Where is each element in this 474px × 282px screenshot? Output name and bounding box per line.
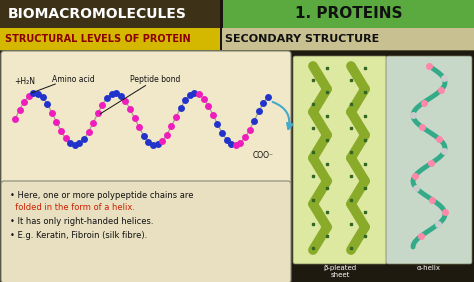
Text: SECONDARY STRUCTURE: SECONDARY STRUCTURE <box>225 34 379 44</box>
Text: Amino acid: Amino acid <box>52 74 95 83</box>
FancyBboxPatch shape <box>0 0 220 28</box>
Text: β-pleated
sheet: β-pleated sheet <box>323 265 356 278</box>
Text: +H₂N: +H₂N <box>14 76 35 85</box>
Text: • Here, one or more polypeptide chains are: • Here, one or more polypeptide chains a… <box>10 191 193 201</box>
Text: Peptide bond: Peptide bond <box>130 74 181 83</box>
Text: • It has only right-handed helices.: • It has only right-handed helices. <box>10 217 154 226</box>
Text: α-helix: α-helix <box>417 265 441 271</box>
Text: folded in the form of a helix.: folded in the form of a helix. <box>10 204 135 213</box>
FancyBboxPatch shape <box>0 28 220 50</box>
FancyBboxPatch shape <box>386 56 472 264</box>
Text: COO⁻: COO⁻ <box>253 151 274 160</box>
FancyBboxPatch shape <box>223 0 474 28</box>
Text: 1. PROTEINS: 1. PROTEINS <box>295 6 402 21</box>
FancyBboxPatch shape <box>0 28 474 30</box>
Text: BIOMACROMOLECULES: BIOMACROMOLECULES <box>8 7 187 21</box>
Text: STRUCTURAL LEVELS OF PROTEIN: STRUCTURAL LEVELS OF PROTEIN <box>5 34 191 44</box>
FancyBboxPatch shape <box>1 51 291 185</box>
FancyBboxPatch shape <box>293 56 387 264</box>
Text: • E.g. Keratin, Fibroin (silk fibre).: • E.g. Keratin, Fibroin (silk fibre). <box>10 232 147 241</box>
FancyBboxPatch shape <box>0 50 474 282</box>
FancyBboxPatch shape <box>1 181 291 282</box>
FancyBboxPatch shape <box>222 28 474 50</box>
FancyBboxPatch shape <box>0 50 474 51</box>
